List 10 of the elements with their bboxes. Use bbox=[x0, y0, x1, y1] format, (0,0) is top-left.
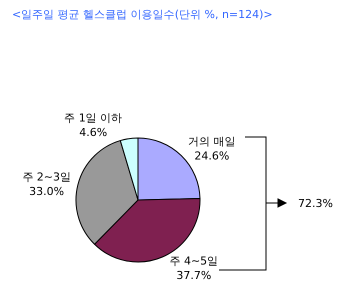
slice-label: 주 4~5일 bbox=[169, 254, 218, 268]
data-label: 33.0% bbox=[29, 184, 64, 198]
text: 72.3% bbox=[298, 197, 333, 210]
data-label: 37.7% bbox=[176, 269, 212, 282]
slice-label: 주 2~3일 bbox=[22, 170, 72, 184]
data-label: 4.6% bbox=[79, 126, 108, 139]
chart-title: <일주일 평균 헬스클럽 이용일수(단위 %, n=124)> bbox=[12, 8, 273, 21]
slice-label: 주 1일 이하 bbox=[64, 112, 122, 125]
slice-label: 거의 매일 bbox=[188, 135, 236, 148]
data-label: 24.6% bbox=[194, 149, 230, 162]
